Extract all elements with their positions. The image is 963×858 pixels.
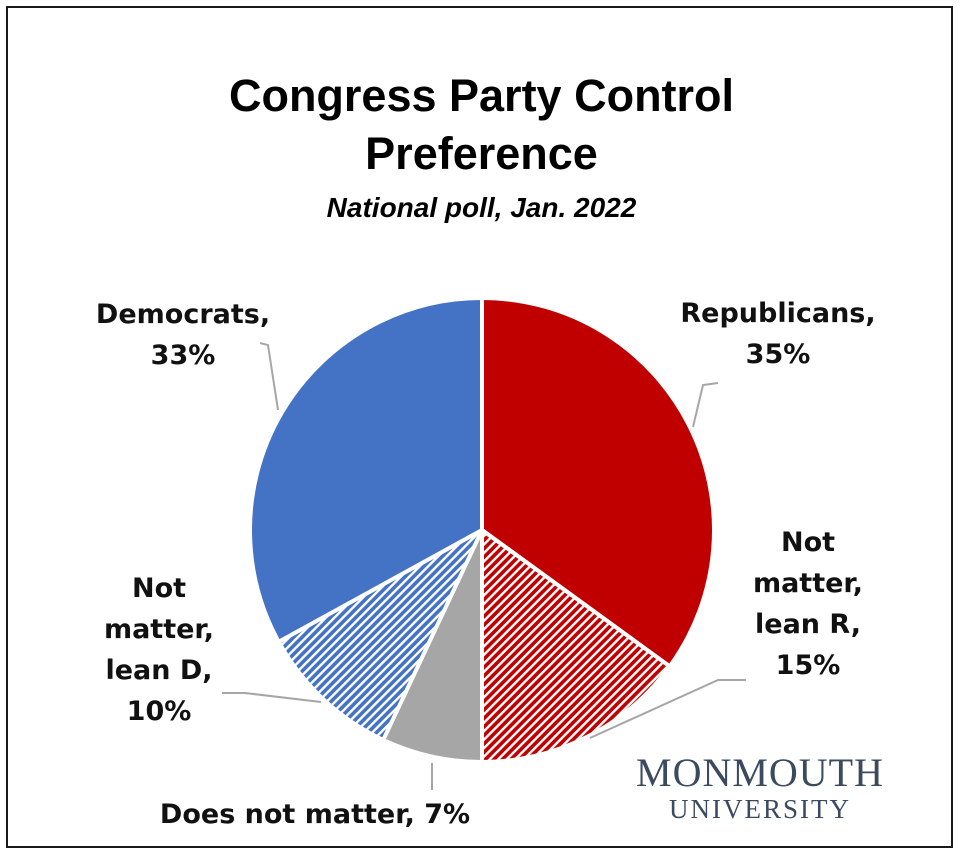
slice-label-0: Republicans, 35% [680, 298, 875, 370]
monmouth-university-logo: MONMOUTH UNIVERSITY [636, 750, 884, 824]
chart-title-line-2: Preference [365, 128, 598, 179]
pie-slice-3 [276, 528, 484, 742]
leader-line-1 [589, 679, 746, 739]
leader-line-4 [259, 342, 279, 411]
slice-label-4: Democrats, 33% [96, 299, 270, 371]
leader-line-3 [222, 692, 322, 703]
slice-label-3: Not matter, lean D, 10% [104, 573, 214, 727]
slice-label-2: Does not matter, 7% [160, 799, 470, 830]
pie-slice-0 [480, 296, 716, 669]
logo-line-1: MONMOUTH [636, 750, 884, 795]
logo-line-2: UNIVERSITY [669, 794, 851, 824]
slice-label-1: Not matter, lean R, 15% [753, 527, 863, 681]
chart-subtitle: National poll, Jan. 2022 [326, 192, 637, 223]
pie-slice-1 [480, 528, 672, 764]
chart-title-line-1: Congress Party Control [228, 70, 735, 121]
pie-slice-4 [248, 296, 484, 644]
leader-line-0 [692, 382, 719, 428]
